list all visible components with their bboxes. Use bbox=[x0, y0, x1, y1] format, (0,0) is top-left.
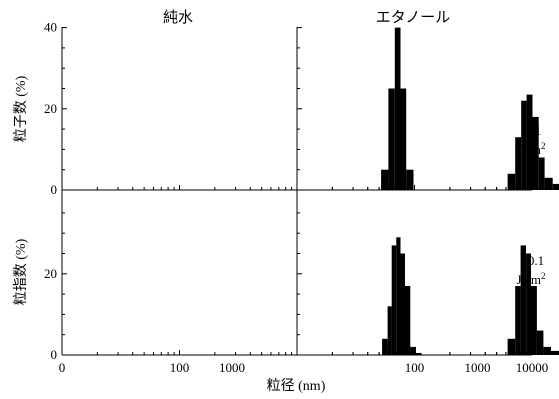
y-tick-label: 0 bbox=[51, 347, 58, 362]
histogram-bar bbox=[552, 183, 559, 190]
axis-ticks: 0 20 40 0 20 0 100 1000 100 10000 1000 bbox=[44, 20, 549, 375]
histogram-bar bbox=[520, 245, 526, 355]
histogram-bar bbox=[387, 306, 392, 355]
row-label-top-value: 1 bbox=[535, 123, 542, 138]
y-tick-label: 20 bbox=[44, 266, 57, 281]
histogram-bar bbox=[391, 245, 397, 355]
y-tick-label: 0 bbox=[51, 182, 58, 197]
histogram-bar bbox=[521, 100, 527, 190]
histogram-bar bbox=[536, 330, 544, 355]
histogram-bar bbox=[388, 88, 395, 190]
histogram-bar bbox=[515, 137, 522, 190]
panel-frames bbox=[61, 27, 532, 356]
x-tick-label: 1000 bbox=[465, 360, 491, 375]
histogram-bar bbox=[515, 286, 521, 355]
histogram-bar bbox=[543, 346, 551, 355]
x-tick-label: 100 bbox=[405, 360, 425, 375]
column-title-ethanol: エタノール bbox=[376, 9, 451, 26]
histogram-bar bbox=[406, 169, 414, 190]
histogram-bar bbox=[382, 338, 388, 355]
histogram-bar bbox=[400, 88, 407, 190]
histogram-bar bbox=[396, 237, 401, 355]
histogram-bar bbox=[410, 346, 416, 355]
y-tick-label: 40 bbox=[44, 20, 57, 35]
histogram-bar bbox=[526, 253, 531, 355]
x-tick-label: 0 bbox=[59, 360, 66, 375]
histogram-bar bbox=[405, 286, 411, 355]
y-axis-title-top: 粒子数 (%) bbox=[13, 75, 29, 142]
histogram-bar bbox=[400, 253, 405, 355]
x-tick-label: 100 bbox=[170, 360, 190, 375]
histogram-bar bbox=[526, 94, 533, 190]
histogram-bar bbox=[551, 350, 559, 355]
histogram-bar bbox=[416, 353, 422, 355]
x-tick-label: 1000 bbox=[219, 360, 245, 375]
y-tick-label: 20 bbox=[44, 101, 57, 116]
histogram-bar bbox=[507, 173, 516, 190]
histogram-bars bbox=[381, 27, 559, 355]
histogram-bar bbox=[381, 169, 389, 190]
x-tick-label: 10000 bbox=[516, 360, 549, 375]
row-label-top-unit: J/cm2 bbox=[516, 141, 545, 157]
row-label-bottom-value: 0.1 bbox=[528, 253, 544, 268]
histogram-bar bbox=[531, 286, 537, 355]
column-title-water: 純水 bbox=[163, 9, 193, 26]
histogram-bar bbox=[538, 157, 545, 190]
histogram-bar bbox=[544, 177, 553, 190]
histogram-bar bbox=[394, 27, 401, 190]
row-label-bottom-unit: J/cm2 bbox=[516, 271, 545, 287]
histogram-bar bbox=[532, 116, 539, 190]
histogram-bar bbox=[507, 338, 516, 355]
x-axis-title: 粒径 (nm) bbox=[267, 378, 326, 394]
y-axis-title-bottom: 粒指数 (%) bbox=[13, 238, 29, 305]
